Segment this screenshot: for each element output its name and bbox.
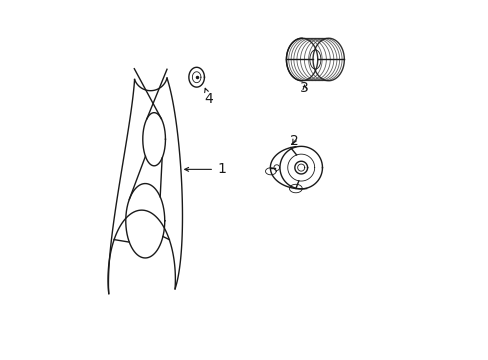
Text: 2: 2 (289, 134, 298, 148)
Text: 1: 1 (184, 162, 225, 176)
Text: 4: 4 (204, 88, 213, 106)
Text: 3: 3 (300, 81, 308, 95)
